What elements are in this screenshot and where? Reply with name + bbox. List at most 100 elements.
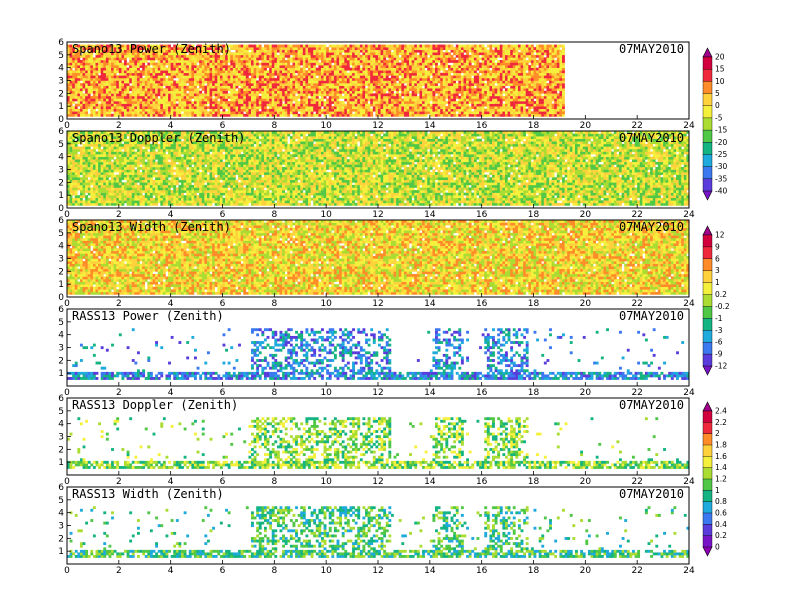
heatmap-cell	[70, 96, 73, 99]
heatmap-cell	[355, 98, 358, 101]
heatmap-cell	[482, 50, 485, 53]
heatmap-cell	[311, 55, 314, 58]
heatmap-cell	[383, 83, 386, 86]
heatmap-cell	[191, 83, 194, 86]
heatmap-cell	[233, 81, 236, 84]
heatmap-cell	[287, 98, 290, 101]
heatmap-cell	[215, 101, 218, 104]
heatmap-cell	[233, 73, 236, 76]
heatmap-cell	[199, 57, 202, 60]
heatmap-cell	[217, 111, 220, 114]
heatmap-cell	[492, 52, 495, 55]
heatmap-cell	[70, 111, 73, 114]
heatmap-cell	[422, 60, 425, 63]
heatmap-cell	[427, 86, 430, 89]
heatmap-cell	[106, 73, 109, 76]
heatmap-cell	[365, 47, 368, 50]
heatmap-cell	[489, 52, 492, 55]
heatmap-cell	[127, 101, 130, 104]
heatmap-cell	[256, 91, 259, 94]
heatmap-cell	[235, 65, 238, 68]
heatmap-cell	[274, 78, 277, 81]
heatmap-cell	[223, 101, 226, 104]
heatmap-cell	[375, 78, 378, 81]
heatmap-cell	[321, 75, 324, 78]
heatmap-cell	[248, 52, 251, 55]
heatmap-cell	[186, 60, 189, 63]
heatmap-cell	[184, 68, 187, 71]
heatmap-cell	[173, 75, 176, 78]
heatmap-cell	[295, 75, 298, 78]
heatmap-cell	[404, 96, 407, 99]
heatmap-cell	[383, 63, 386, 66]
heatmap-cell	[489, 109, 492, 112]
heatmap-cell	[365, 114, 368, 117]
heatmap-cell	[96, 63, 99, 66]
heatmap-cell	[298, 83, 301, 86]
heatmap-cell	[261, 114, 264, 117]
heatmap-cell	[77, 78, 80, 81]
heatmap-cell	[368, 47, 371, 50]
heatmap-cell	[256, 109, 259, 112]
heatmap-cell	[365, 96, 368, 99]
heatmap-cell	[541, 83, 544, 86]
heatmap-cell	[355, 106, 358, 109]
heatmap-cell	[238, 93, 241, 96]
heatmap-cell	[207, 93, 210, 96]
heatmap-cell	[235, 70, 238, 73]
heatmap-cell	[168, 78, 171, 81]
heatmap-cell	[189, 60, 192, 63]
heatmap-cell	[70, 93, 73, 96]
heatmap-cell	[282, 81, 285, 84]
heatmap-cell	[298, 68, 301, 71]
heatmap-cell	[199, 75, 202, 78]
heatmap-cell	[534, 101, 537, 104]
heatmap-cell	[422, 70, 425, 73]
heatmap-cell	[476, 98, 479, 101]
heatmap-cell	[427, 57, 430, 60]
heatmap-cell	[502, 60, 505, 63]
heatmap-cell	[163, 109, 166, 112]
heatmap-cell	[396, 52, 399, 55]
heatmap-cell	[479, 98, 482, 101]
heatmap-cell	[241, 93, 244, 96]
heatmap-cell	[508, 101, 511, 104]
heatmap-cell	[313, 109, 316, 112]
heatmap-cell	[165, 70, 168, 73]
heatmap-cell	[269, 111, 272, 114]
heatmap-cell	[375, 88, 378, 91]
heatmap-cell	[534, 57, 537, 60]
heatmap-cell	[326, 88, 329, 91]
heatmap-cell	[241, 86, 244, 89]
heatmap-cell	[453, 63, 456, 66]
heatmap-cell	[132, 104, 135, 107]
heatmap-cell	[168, 109, 171, 112]
heatmap-cell	[264, 73, 267, 76]
heatmap-cell	[326, 60, 329, 63]
heatmap-cell	[248, 63, 251, 66]
heatmap-cell	[134, 111, 137, 114]
heatmap-cell	[264, 93, 267, 96]
heatmap-cell	[147, 68, 150, 71]
heatmap-cell	[83, 68, 86, 71]
heatmap-cell	[357, 52, 360, 55]
heatmap-cell	[466, 98, 469, 101]
heatmap-cell	[267, 65, 270, 68]
heatmap-cell	[534, 75, 537, 78]
heatmap-cell	[357, 57, 360, 60]
heatmap-cell	[388, 88, 391, 91]
heatmap-cell	[414, 68, 417, 71]
heatmap-cell	[264, 106, 267, 109]
heatmap-cell	[186, 88, 189, 91]
heatmap-cell	[479, 83, 482, 86]
heatmap-cell	[500, 114, 503, 117]
heatmap-cell	[300, 83, 303, 86]
heatmap-cell	[495, 93, 498, 96]
heatmap-cell	[160, 70, 163, 73]
heatmap-cell	[349, 96, 352, 99]
heatmap-cell	[544, 96, 547, 99]
heatmap-cell	[378, 109, 381, 112]
heatmap-cell	[243, 86, 246, 89]
heatmap-cell	[142, 109, 145, 112]
heatmap-cell	[518, 70, 521, 73]
